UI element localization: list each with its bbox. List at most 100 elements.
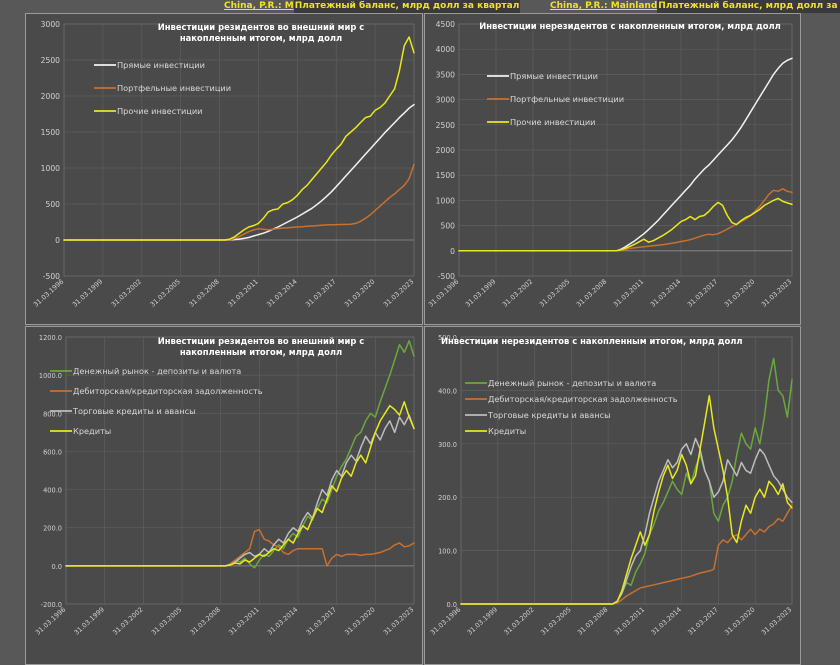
x-tick-label: 31.03.2017 bbox=[686, 278, 719, 309]
plot-frame bbox=[65, 336, 415, 605]
y-tick-label: 1000.0 bbox=[39, 372, 62, 380]
chart-title: накопленным итогом, млрд долл bbox=[180, 33, 342, 43]
series-line-4 bbox=[65, 401, 415, 567]
chart-top-right: -500 0 500 1000 1500 2000 2500 3000 3500 4000 4500… bbox=[427, 20, 793, 309]
legend-label-1: Денежный рынок - депозиты и валюта bbox=[488, 378, 656, 388]
x-tick-label: 31.03.2011 bbox=[613, 606, 646, 637]
legend-label-2: Дебиторская/кредиторская задолженность bbox=[488, 394, 678, 404]
legend-label-1: Прямые инвестиции bbox=[510, 71, 598, 81]
x-tick-label: 31.03.2011 bbox=[227, 606, 260, 637]
chart-panel-top-right[interactable]: -500 0 500 1000 1500 2000 2500 3000 3500 4000 4500… bbox=[424, 13, 801, 325]
plot-frame bbox=[63, 23, 415, 277]
legend-label-3: Прочие инвестиции bbox=[510, 117, 596, 127]
x-tick-label: 31.03.2023 bbox=[382, 606, 415, 637]
x-tick-label: 31.03.2002 bbox=[501, 278, 534, 309]
y-tick-label: 2500 bbox=[41, 56, 60, 65]
y-tick-label: 1500 bbox=[41, 128, 60, 137]
x-tick-label: 31.03.2014 bbox=[266, 606, 299, 637]
y-tick-label: 2500 bbox=[436, 121, 455, 130]
x-tick-label: 31.03.2020 bbox=[723, 606, 756, 637]
y-tick-label: 800.0 bbox=[43, 410, 62, 418]
y-tick-label: 0.0 bbox=[447, 601, 458, 609]
y-tick-label: 4000 bbox=[436, 45, 455, 54]
legend-label-3: Торговые кредиты и авансы bbox=[487, 410, 611, 420]
legend-label-3: Торговые кредиты и авансы bbox=[72, 406, 196, 416]
y-tick-label: 200.0 bbox=[43, 525, 62, 533]
y-tick-label: -500 bbox=[438, 272, 455, 281]
header-right-text: Платежный баланс, млрд долл за квартал bbox=[657, 0, 840, 13]
y-tick-label: 100.0 bbox=[438, 548, 457, 556]
x-tick-label: 31.03.1999 bbox=[466, 606, 499, 637]
legend-label-2: Портфельные инвестиции bbox=[510, 94, 624, 104]
header-right-link[interactable]: China, P.R.: Mainland bbox=[550, 1, 658, 11]
x-tick-label: 31.03.2008 bbox=[576, 606, 609, 637]
x-tick-label: 31.03.2017 bbox=[305, 606, 338, 637]
x-tick-label: 31.03.2014 bbox=[265, 278, 298, 309]
y-tick-label: 400.0 bbox=[438, 387, 457, 395]
plot-frame bbox=[460, 336, 793, 605]
x-tick-label: 31.03.2014 bbox=[650, 606, 683, 637]
plot-frame bbox=[458, 23, 793, 277]
series-line-3 bbox=[460, 437, 793, 605]
chart-panel-top-left[interactable]: -500 0 500 1000 1500 2000 2500 3000 31.03.1996 31… bbox=[25, 13, 423, 325]
x-tick-label: 31.03.1996 bbox=[32, 278, 65, 309]
x-tick-label: 31.03.2005 bbox=[538, 278, 571, 309]
y-tick-label: 0.0 bbox=[52, 563, 63, 571]
y-tick-label: 1000 bbox=[41, 164, 60, 173]
y-tick-label: 1000 bbox=[436, 196, 455, 205]
series-line-1 bbox=[63, 103, 415, 241]
series-line-2 bbox=[63, 163, 415, 241]
x-tick-label: 31.03.2005 bbox=[149, 278, 182, 309]
y-tick-label: 1500 bbox=[436, 171, 455, 180]
y-tick-label: 200.0 bbox=[438, 494, 457, 502]
x-tick-label: 31.03.2023 bbox=[382, 278, 415, 309]
legend-label-2: Портфельные инвестиции bbox=[117, 83, 231, 93]
chart-bottom-left: -200.0 0.0 200.0 400.0 600.0 800.0 1000.0 1200.… bbox=[34, 334, 415, 637]
legend-label-2: Дебиторская/кредиторская задолженность bbox=[73, 386, 263, 396]
chart-title: Инвестиции резидентов во внешний мир с bbox=[158, 336, 364, 346]
y-tick-label: 400.0 bbox=[43, 487, 62, 495]
y-tick-label: 1200.0 bbox=[39, 334, 62, 342]
legend-label-3: Прочие инвестиции bbox=[117, 106, 203, 116]
x-tick-label: 31.03.1996 bbox=[429, 606, 462, 637]
chart-title: Инвестиции нерезидентов с накопленным ит… bbox=[441, 336, 743, 346]
series-line-3 bbox=[65, 414, 415, 567]
series-line-3 bbox=[458, 197, 793, 252]
x-tick-label: 31.03.2005 bbox=[150, 606, 183, 637]
chart-title: Инвестиции резидентов во внешний мир с bbox=[158, 22, 364, 32]
x-tick-label: 31.03.2005 bbox=[539, 606, 572, 637]
x-tick-label: 31.03.2023 bbox=[760, 606, 793, 637]
x-tick-label: 31.03.1996 bbox=[427, 278, 460, 309]
x-tick-label: 31.03.2008 bbox=[187, 278, 220, 309]
x-tick-label: 31.03.1996 bbox=[34, 606, 67, 637]
x-tick-label: 31.03.2002 bbox=[502, 606, 535, 637]
series-line-3 bbox=[63, 36, 415, 241]
y-tick-label: 2000 bbox=[436, 146, 455, 155]
x-tick-label: 31.03.1999 bbox=[73, 606, 106, 637]
x-tick-label: 31.03.2008 bbox=[189, 606, 222, 637]
header-left-text: Платежный баланс, млрд долл за квартал bbox=[293, 0, 521, 13]
chart-panel-bottom-left[interactable]: -200.0 0.0 200.0 400.0 600.0 800.0 1000.0 1200.… bbox=[25, 326, 423, 665]
y-tick-label: 600.0 bbox=[43, 448, 62, 456]
x-tick-label: 31.03.2011 bbox=[226, 278, 259, 309]
y-tick-label: 500.0 bbox=[438, 334, 457, 342]
x-tick-label: 31.03.2020 bbox=[343, 278, 376, 309]
x-tick-label: 31.03.1999 bbox=[464, 278, 497, 309]
x-tick-label: 31.03.2011 bbox=[612, 278, 645, 309]
y-tick-label: 300.0 bbox=[438, 441, 457, 449]
y-tick-label: 3000 bbox=[436, 96, 455, 105]
y-tick-label: -500 bbox=[43, 272, 60, 281]
legend-label-1: Денежный рынок - депозиты и валюта bbox=[73, 366, 241, 376]
x-tick-label: 31.03.2014 bbox=[649, 278, 682, 309]
y-tick-label: -200.0 bbox=[41, 601, 62, 609]
chart-title: Инвестиции нерезидентов с накопленным ит… bbox=[479, 21, 781, 31]
header-left-link[interactable]: China, P.R.: M bbox=[224, 1, 294, 11]
chart-panel-bottom-right[interactable]: 0.0 100.0 200.0 300.0 400.0 500.0 31.03.1996 31… bbox=[424, 326, 801, 665]
header-bar: China, P.R.: M Платежный баланс, млрд до… bbox=[0, 0, 840, 13]
y-tick-label: 500 bbox=[441, 222, 456, 231]
x-tick-label: 31.03.2020 bbox=[343, 606, 376, 637]
y-tick-label: 2000 bbox=[41, 92, 60, 101]
